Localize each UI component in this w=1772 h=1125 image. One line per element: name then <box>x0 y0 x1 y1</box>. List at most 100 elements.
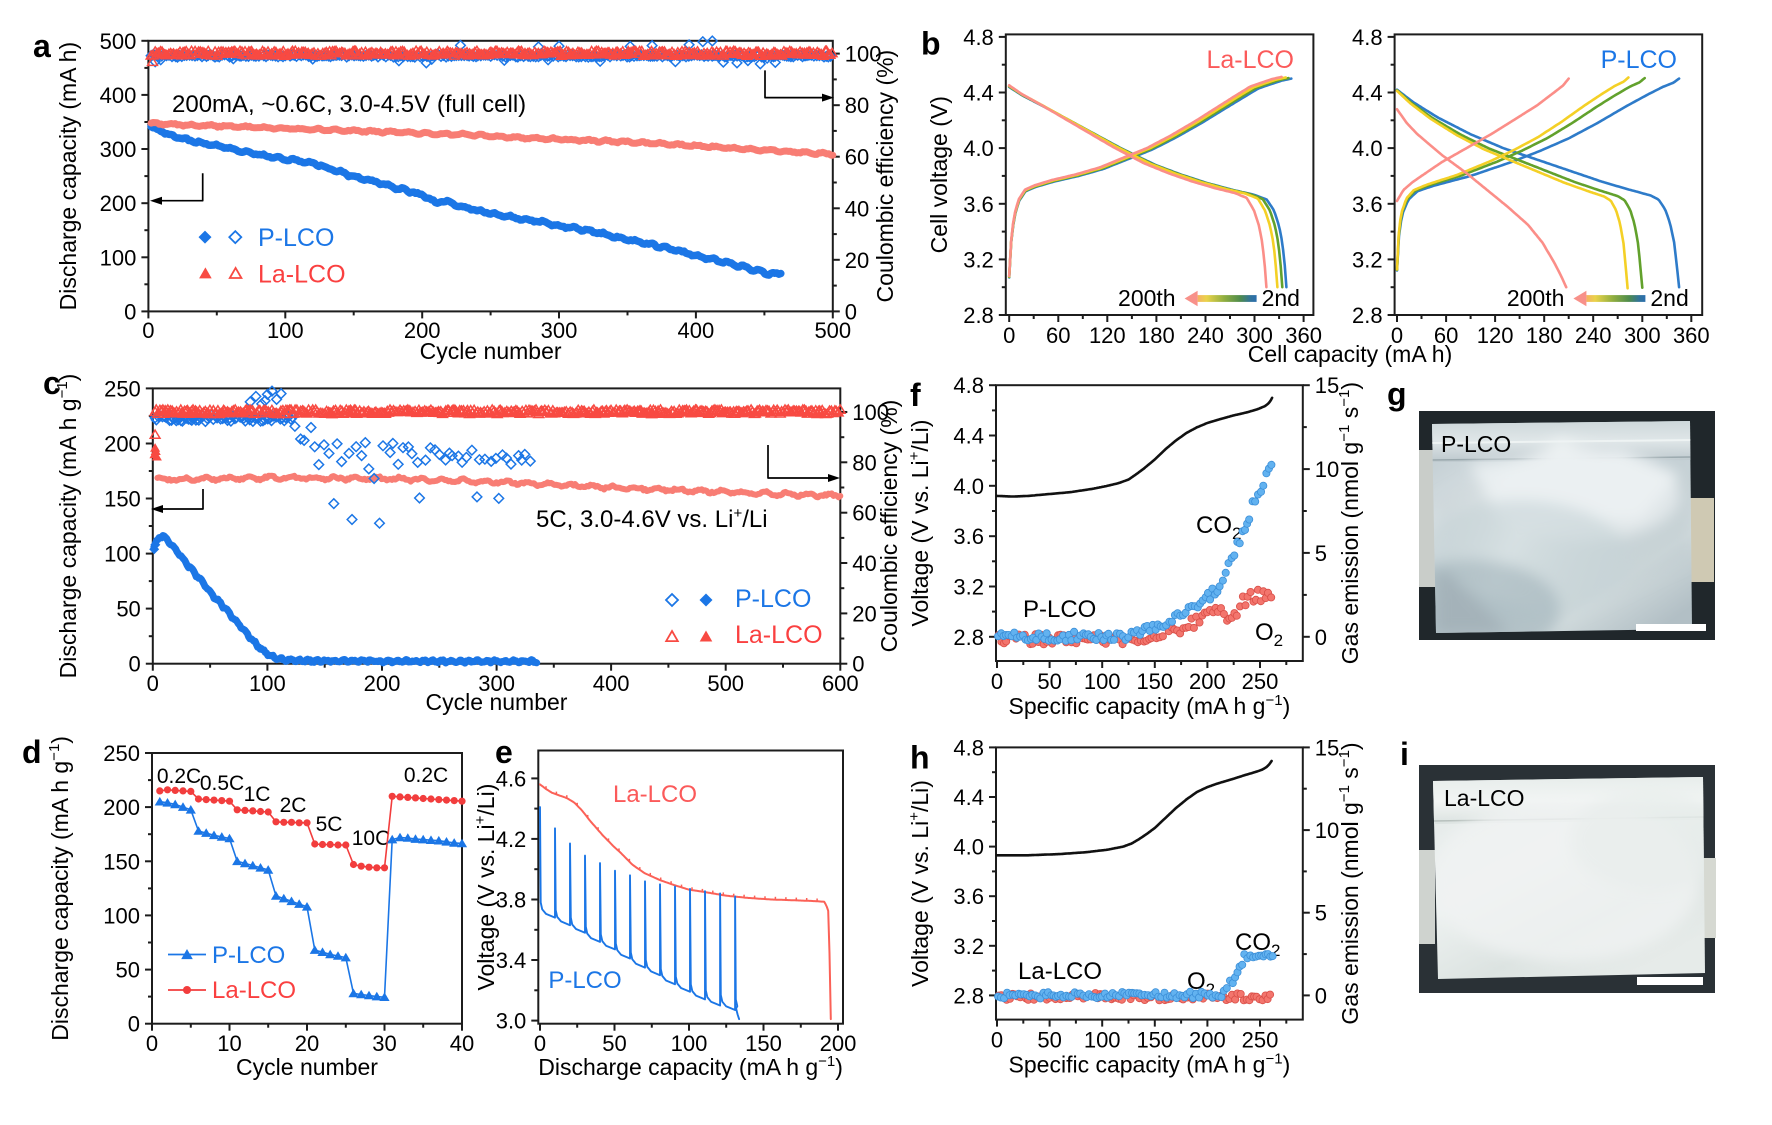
svg-text:60: 60 <box>852 501 876 526</box>
svg-text:P-LCO: P-LCO <box>1441 431 1511 457</box>
svg-text:180: 180 <box>1526 323 1563 348</box>
svg-text:0.2C: 0.2C <box>404 764 448 787</box>
svg-text:P-LCO: P-LCO <box>1601 46 1677 74</box>
svg-text:0: 0 <box>124 299 136 324</box>
svg-text:3.2: 3.2 <box>1352 247 1383 272</box>
svg-text:4.6: 4.6 <box>496 766 527 791</box>
svg-text:200: 200 <box>1189 1028 1226 1053</box>
svg-text:3.0: 3.0 <box>496 1009 527 1034</box>
svg-text:15: 15 <box>1315 373 1339 398</box>
svg-text:250: 250 <box>1242 1028 1279 1053</box>
svg-text:CO2: CO2 <box>1196 512 1241 543</box>
svg-text:120: 120 <box>1089 323 1126 348</box>
svg-text:360: 360 <box>1673 323 1710 348</box>
svg-text:200th: 200th <box>1118 285 1176 311</box>
svg-text:4.4: 4.4 <box>953 785 984 810</box>
svg-text:0: 0 <box>1315 983 1327 1008</box>
svg-text:Voltage (V vs. Li+/Li): Voltage (V vs. Li+/Li) <box>472 784 499 991</box>
svg-text:10C: 10C <box>352 827 391 850</box>
svg-text:300: 300 <box>541 318 578 343</box>
svg-text:g: g <box>1387 376 1407 412</box>
svg-text:10: 10 <box>1315 457 1339 482</box>
svg-text:40: 40 <box>845 196 869 221</box>
svg-text:La-LCO: La-LCO <box>1018 958 1102 985</box>
svg-text:500: 500 <box>100 29 137 54</box>
svg-text:150: 150 <box>103 849 140 874</box>
svg-text:Cell voltage (V): Cell voltage (V) <box>926 96 952 253</box>
svg-text:300: 300 <box>100 137 137 162</box>
svg-text:5: 5 <box>1315 901 1327 926</box>
svg-text:150: 150 <box>1136 1028 1173 1053</box>
svg-text:0: 0 <box>1391 323 1403 348</box>
svg-text:100: 100 <box>100 245 137 270</box>
svg-text:Voltage (V vs. Li+/Li): Voltage (V vs. Li+/Li) <box>906 420 933 627</box>
svg-text:0.5C: 0.5C <box>200 772 244 795</box>
svg-text:P-LCO: P-LCO <box>212 942 285 969</box>
svg-text:4.0: 4.0 <box>953 474 984 499</box>
svg-text:250: 250 <box>104 376 141 401</box>
svg-text:4.2: 4.2 <box>496 827 527 852</box>
svg-text:200mA, ~0.6C, 3.0-4.5V (full c: 200mA, ~0.6C, 3.0-4.5V (full cell) <box>172 91 526 118</box>
svg-text:600: 600 <box>822 671 859 696</box>
svg-text:100: 100 <box>103 903 140 928</box>
svg-text:100: 100 <box>845 42 882 67</box>
svg-text:40: 40 <box>450 1031 474 1056</box>
svg-text:Cell capacity (mA h): Cell capacity (mA h) <box>1248 341 1453 367</box>
svg-text:0: 0 <box>128 1012 140 1037</box>
svg-text:360: 360 <box>1285 323 1322 348</box>
svg-text:100: 100 <box>671 1031 708 1056</box>
svg-text:P-LCO: P-LCO <box>735 585 811 613</box>
svg-text:50: 50 <box>602 1031 626 1056</box>
svg-text:e: e <box>495 734 513 770</box>
svg-text:Coulombic efficiency (%): Coulombic efficiency (%) <box>872 50 898 303</box>
svg-text:300: 300 <box>478 671 515 696</box>
svg-text:60: 60 <box>1046 323 1070 348</box>
svg-text:Coulombic efficiency (%): Coulombic efficiency (%) <box>876 400 902 653</box>
svg-text:500: 500 <box>814 318 851 343</box>
svg-text:500: 500 <box>707 671 744 696</box>
svg-text:4.8: 4.8 <box>953 735 984 760</box>
svg-text:2.8: 2.8 <box>963 303 994 328</box>
svg-text:P-LCO: P-LCO <box>1023 596 1096 623</box>
svg-text:60: 60 <box>1434 323 1458 348</box>
svg-text:3.8: 3.8 <box>496 888 527 913</box>
svg-text:La-LCO: La-LCO <box>1444 785 1525 811</box>
svg-text:4.0: 4.0 <box>953 835 984 860</box>
svg-text:400: 400 <box>100 83 137 108</box>
svg-text:150: 150 <box>745 1031 782 1056</box>
svg-text:La-LCO: La-LCO <box>212 977 296 1004</box>
svg-text:3.2: 3.2 <box>963 247 994 272</box>
svg-text:0: 0 <box>852 652 864 677</box>
svg-text:400: 400 <box>678 318 715 343</box>
svg-text:0: 0 <box>991 669 1003 694</box>
svg-text:20: 20 <box>295 1031 319 1056</box>
svg-text:100: 100 <box>249 671 286 696</box>
svg-text:200: 200 <box>100 191 137 216</box>
svg-text:h: h <box>910 739 930 775</box>
svg-text:200th: 200th <box>1507 285 1565 311</box>
svg-text:0: 0 <box>845 299 857 324</box>
svg-text:5: 5 <box>1315 541 1327 566</box>
svg-text:40: 40 <box>852 551 876 576</box>
svg-text:3.6: 3.6 <box>963 192 994 217</box>
svg-text:0: 0 <box>146 1031 158 1056</box>
svg-text:4.0: 4.0 <box>963 136 994 161</box>
svg-text:f: f <box>910 377 921 413</box>
svg-text:Cycle number: Cycle number <box>420 338 562 364</box>
svg-text:Discharge capacity (mA h g−1): Discharge capacity (mA h g−1) <box>46 736 73 1041</box>
svg-text:10: 10 <box>1315 818 1339 843</box>
svg-text:c: c <box>43 365 61 401</box>
svg-text:0: 0 <box>142 318 154 343</box>
svg-text:3.4: 3.4 <box>496 948 527 973</box>
svg-text:250: 250 <box>103 741 140 766</box>
svg-text:Discharge capacity (mA h g−1): Discharge capacity (mA h g−1) <box>538 1053 843 1080</box>
svg-text:3.6: 3.6 <box>953 524 984 549</box>
svg-text:Specific capacity (mA h g−1): Specific capacity (mA h g−1) <box>1009 1051 1291 1078</box>
svg-text:4.4: 4.4 <box>963 81 994 106</box>
svg-text:2nd: 2nd <box>1262 285 1300 311</box>
svg-text:180: 180 <box>1138 323 1175 348</box>
svg-text:i: i <box>1400 736 1409 772</box>
svg-text:240: 240 <box>1187 323 1224 348</box>
svg-text:1C: 1C <box>244 783 271 806</box>
svg-text:Gas emission (nmol g−1 s−1): Gas emission (nmol g−1 s−1) <box>1336 742 1363 1024</box>
